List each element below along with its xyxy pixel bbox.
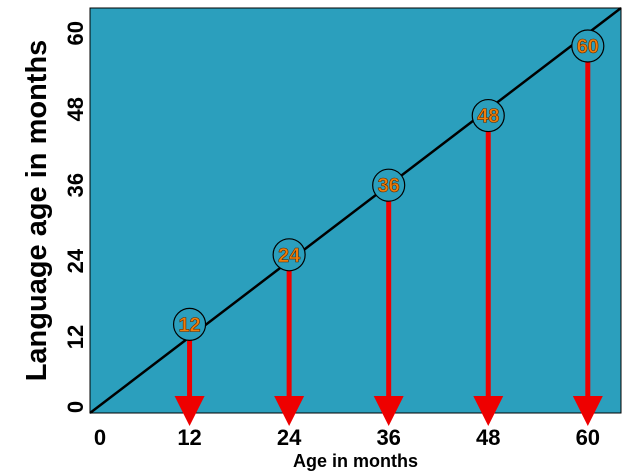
- x-tick-24: 24: [277, 425, 302, 450]
- marker-circle-60: [571, 29, 605, 63]
- x-tick-36: 36: [376, 425, 400, 450]
- diagonal-line: [89, 7, 622, 414]
- y-tick-labels: 0 12 24 36 48 60: [63, 21, 88, 413]
- x-tick-0: 0: [94, 425, 106, 450]
- y-tick-24: 24: [63, 248, 88, 273]
- marker-circle-24: [272, 238, 306, 272]
- x-tick-60: 60: [576, 425, 600, 450]
- marker-label-12: 12: [178, 314, 200, 336]
- marker-label-48: 48: [477, 106, 499, 128]
- markers-layer: 12 24 36 48 60: [172, 29, 605, 342]
- y-tick-48: 48: [63, 97, 88, 121]
- marker-label-60: 60: [577, 36, 599, 58]
- marker-circle-12: [172, 307, 207, 342]
- marker-circle-36: [372, 168, 406, 202]
- arrows-layer: [174, 61, 603, 426]
- y-tick-60: 60: [63, 21, 88, 45]
- marker-label-36: 36: [378, 175, 400, 197]
- y-tick-0: 0: [63, 401, 88, 413]
- x-tick-labels: 0 12 24 36 48 60: [94, 425, 600, 450]
- x-tick-12: 12: [177, 425, 201, 450]
- x-tick-48: 48: [476, 425, 500, 450]
- y-tick-12: 12: [63, 325, 88, 349]
- x-axis-label: Age in months: [293, 451, 418, 471]
- y-tick-36: 36: [63, 173, 88, 197]
- marker-label-24: 24: [278, 245, 301, 267]
- y-axis-label: Language age in months: [21, 40, 53, 382]
- marker-circle-48: [471, 98, 505, 133]
